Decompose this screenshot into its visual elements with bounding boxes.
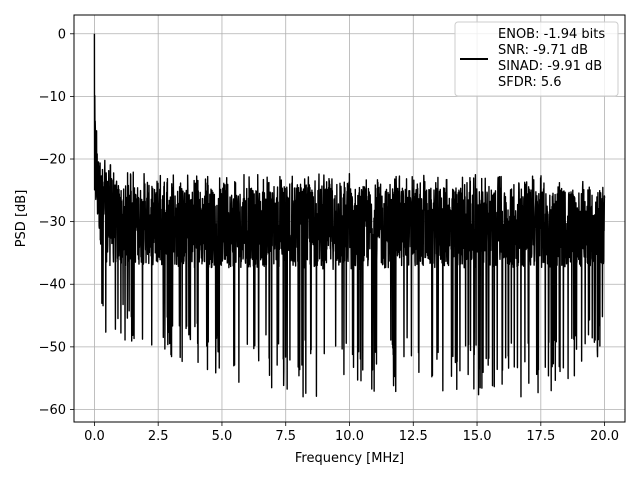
legend-enob: ENOB: -1.94 bits xyxy=(498,27,605,42)
x-tick-label: 10.0 xyxy=(335,429,364,444)
x-tick-label: 5.0 xyxy=(212,429,233,444)
y-tick-label: −50 xyxy=(39,340,66,355)
y-axis: 0 −10 −20 −30 −40 −50 −60 xyxy=(39,27,74,418)
x-axis: 0.0 2.5 5.0 7.5 10.0 12.5 15.0 17.5 20.0 xyxy=(84,422,619,444)
psd-series-line xyxy=(93,33,606,398)
x-axis-label: Frequency [MHz] xyxy=(295,451,404,466)
y-tick-label: −20 xyxy=(39,153,66,168)
x-tick-label: 17.5 xyxy=(526,429,555,444)
legend-sfdr: SFDR: 5.6 xyxy=(498,75,562,90)
legend-sinad: SINAD: -9.91 dB xyxy=(498,59,602,74)
legend: ENOB: -1.94 bits SNR: -9.71 dB SINAD: -9… xyxy=(454,21,619,97)
y-tick-label: 0 xyxy=(58,27,66,42)
x-tick-label: 0.0 xyxy=(84,429,105,444)
x-tick-label: 7.5 xyxy=(275,429,296,444)
y-axis-label: PSD [dB] xyxy=(14,190,29,248)
series-layer xyxy=(93,33,606,398)
x-tick-label: 20.0 xyxy=(590,429,619,444)
legend-snr: SNR: -9.71 dB xyxy=(498,43,588,58)
y-tick-label: −40 xyxy=(39,278,66,293)
y-tick-label: −30 xyxy=(39,215,66,230)
y-tick-label: −60 xyxy=(39,403,66,418)
y-tick-label: −10 xyxy=(39,90,66,105)
x-tick-label: 2.5 xyxy=(148,429,169,444)
x-tick-label: 15.0 xyxy=(463,429,492,444)
legend-box xyxy=(454,21,619,97)
x-tick-label: 12.5 xyxy=(399,429,428,444)
